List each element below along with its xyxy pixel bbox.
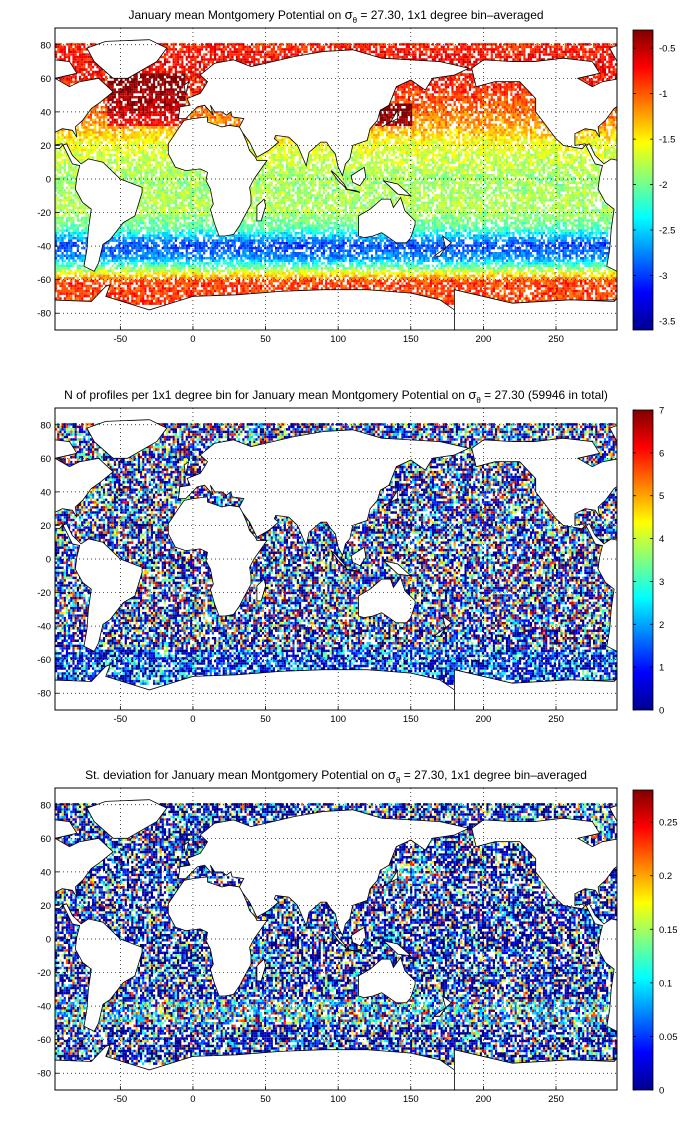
colorbar-tick-label: -2: [659, 180, 667, 191]
x-tick-label: -50: [113, 334, 127, 345]
colorbar-tick-label: 0: [659, 1086, 664, 1097]
colorbar-tick-label: 0.2: [659, 871, 672, 882]
chart-title: N of profiles per 1x1 degree bin for Jan…: [64, 387, 608, 405]
title-text: N of profiles per 1x1 degree bin for Jan…: [64, 388, 468, 402]
x-tick-label: 200: [475, 714, 491, 725]
colorbar-tick-label: 0.25: [659, 818, 678, 829]
panel-3: -50 0 50 100 150 200 250806040200-20-40-60-80S…: [0, 767, 696, 1105]
x-tick-label: 0: [190, 714, 195, 725]
title-text-end: = 27.30, 1x1 degree bin–averaged: [357, 8, 543, 22]
y-tick-label: -60: [37, 655, 51, 666]
colorbar-tick-label: 4: [659, 534, 664, 545]
x-tick-label: 0: [190, 334, 195, 345]
colorbar: [633, 790, 653, 1090]
x-tick-label: 250: [548, 714, 564, 725]
colorbar-tick-label: 3: [659, 577, 664, 588]
y-tick-label: 80: [40, 420, 51, 431]
y-tick-label: -20: [37, 588, 51, 599]
colorbar: [633, 410, 653, 710]
x-tick-label: 50: [260, 334, 271, 345]
y-tick-label: 0: [46, 175, 51, 186]
colorbar-tick-label: 0.05: [659, 1032, 678, 1043]
y-tick-label: 80: [40, 800, 51, 811]
x-tick-label: 250: [548, 1094, 564, 1105]
y-tick-label: 40: [40, 107, 51, 118]
y-tick-label: -80: [37, 309, 51, 320]
x-tick-label: 150: [403, 334, 419, 345]
panel-1: -50 0 50 100 150 200 250806040200-20-40-60-80J…: [0, 7, 696, 345]
x-tick-label: 150: [403, 714, 419, 725]
title-text-end: = 27.30, 1x1 degree bin–averaged: [400, 768, 586, 782]
y-tick-label: 40: [40, 487, 51, 498]
x-tick-label: 100: [330, 334, 346, 345]
y-tick-label: -40: [37, 622, 51, 633]
colorbar-tick-label: 6: [659, 448, 664, 459]
y-tick-label: -20: [37, 208, 51, 219]
coastline: [691, 497, 696, 616]
colorbar-tick-label: 5: [659, 491, 664, 502]
x-tick-label: 200: [475, 334, 491, 345]
x-tick-label: 250: [548, 334, 564, 345]
y-tick-label: 20: [40, 521, 51, 532]
title-symbol: σ: [468, 387, 476, 402]
title-text: January mean Montgomery Potential on: [128, 8, 344, 22]
title-symbol: σ: [345, 7, 353, 22]
chart-title: St. deviation for January mean Montgomer…: [85, 767, 587, 785]
y-tick-label: 60: [40, 454, 51, 465]
colorbar-tick-label: 0.15: [659, 925, 678, 936]
y-tick-label: -80: [37, 1069, 51, 1080]
colorbar-tick-label: 7: [659, 406, 664, 417]
x-tick-label: -50: [113, 714, 127, 725]
colorbar-tick-label: -3.5: [659, 316, 675, 327]
colorbar: [633, 30, 653, 330]
colorbar-tick-label: 2: [659, 620, 664, 631]
x-tick-label: 200: [475, 1094, 491, 1105]
y-tick-label: 60: [40, 74, 51, 85]
y-tick-label: 60: [40, 834, 51, 845]
colorbar-tick-label: -0.5: [659, 44, 675, 55]
x-tick-label: 0: [190, 1094, 195, 1105]
x-tick-label: 150: [403, 1094, 419, 1105]
coastline: [691, 117, 696, 236]
y-tick-label: -40: [37, 242, 51, 253]
x-tick-label: -50: [113, 1094, 127, 1105]
chart-title: January mean Montgomery Potential on σθ …: [128, 7, 543, 25]
y-tick-label: -20: [37, 968, 51, 979]
coastline: [691, 877, 696, 996]
x-tick-label: 100: [330, 1094, 346, 1105]
colorbar-tick-label: 1: [659, 663, 664, 674]
y-tick-label: 80: [40, 40, 51, 51]
colorbar-tick-label: 0: [659, 706, 664, 717]
title-text: St. deviation for January mean Montgomer…: [85, 768, 388, 782]
x-tick-label: 50: [260, 714, 271, 725]
y-tick-label: 20: [40, 141, 51, 152]
colorbar-tick-label: -2.5: [659, 226, 675, 237]
colorbar-tick-label: -3: [659, 271, 667, 282]
y-tick-label: -60: [37, 275, 51, 286]
y-tick-label: 0: [46, 555, 51, 566]
colorbar-tick-label: -1.5: [659, 135, 675, 146]
panel-2: -50 0 50 100 150 200 250806040200-20-40-60-80N…: [0, 387, 696, 725]
y-tick-label: -60: [37, 1035, 51, 1046]
y-tick-label: -40: [37, 1002, 51, 1013]
y-tick-label: 40: [40, 867, 51, 878]
y-tick-label: -80: [37, 689, 51, 700]
x-tick-label: 100: [330, 714, 346, 725]
colorbar-tick-label: -1: [659, 89, 667, 100]
title-symbol: σ: [388, 767, 396, 782]
y-tick-label: 20: [40, 901, 51, 912]
colorbar-tick-label: 0.1: [659, 978, 672, 989]
y-tick-label: 0: [46, 935, 51, 946]
title-text-end: = 27.30 (59946 in total): [481, 388, 608, 402]
x-tick-label: 50: [260, 1094, 271, 1105]
